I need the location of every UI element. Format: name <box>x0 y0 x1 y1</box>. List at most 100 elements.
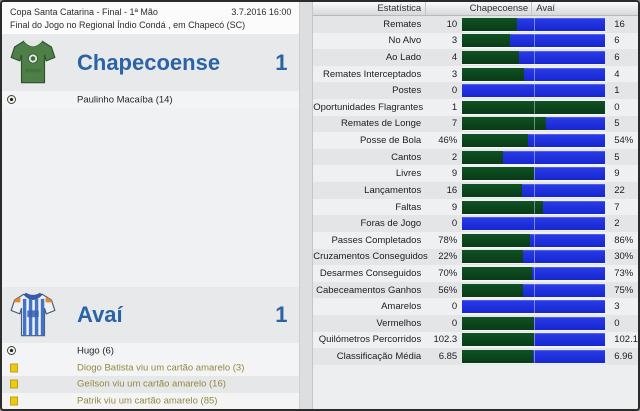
stat-bar-midline <box>533 100 535 114</box>
stat-bar-midline <box>533 84 535 98</box>
stat-away-value: 16 <box>614 18 625 30</box>
stat-home-value: 16 <box>446 184 458 196</box>
card-row: Patrik viu um cartão amarelo (85) <box>2 392 300 409</box>
card-text[interactable]: Diogo Batista viu um cartão amarelo (3) <box>77 362 245 374</box>
stat-row: Remates Interceptados 3 4 <box>313 65 638 83</box>
stat-home-value: 6.85 <box>438 350 458 362</box>
stat-row: Quilómetros Percorridos 102.3 102.1 <box>313 331 638 349</box>
stats-table-header: Estatística Chapecoense Avaí <box>313 2 638 16</box>
card-text[interactable]: Geílson viu um cartão amarelo (16) <box>77 378 226 390</box>
stat-bar <box>462 51 606 65</box>
stat-label: Posse de Bola <box>359 135 422 147</box>
yellow-card-icon <box>10 379 18 389</box>
stat-bar-midline <box>533 183 535 197</box>
stat-bar-home <box>462 67 524 81</box>
stat-away-value: 2 <box>614 218 620 230</box>
stat-label: Vermelhos <box>376 317 422 329</box>
stat-away-value: 6.96 <box>614 350 633 362</box>
away-team-name[interactable]: Avaí <box>77 301 123 327</box>
home-scorer[interactable]: Paulinho Macaíba (14) <box>77 94 173 105</box>
stat-row: Cabeceamentos Ganhos 56% 75% <box>313 281 638 299</box>
stat-home-value: 7 <box>451 118 458 130</box>
stat-row: Remates de Longe 7 5 <box>313 115 638 133</box>
away-scorer[interactable]: Hugo (6) <box>77 345 114 357</box>
card-text[interactable]: Patrik viu um cartão amarelo (85) <box>77 395 218 407</box>
stat-bar-home <box>462 250 523 264</box>
stat-bar-midline <box>533 250 535 264</box>
stat-bar-home <box>462 150 504 164</box>
stat-row: Cruzamentos Conseguidos 22% 30% <box>313 248 638 266</box>
stat-home-value: 102.3 <box>433 334 458 346</box>
away-team-score: 1 <box>275 301 288 327</box>
stat-bar-midline <box>533 349 535 363</box>
stat-bar <box>462 17 606 31</box>
panel-divider <box>299 2 314 409</box>
stat-bar <box>462 233 606 247</box>
stat-away-value: 30% <box>614 251 634 263</box>
stat-label: Remates Interceptados <box>322 68 422 80</box>
stat-label: Remates <box>383 18 422 30</box>
stat-bar <box>462 349 606 363</box>
stat-home-value: 56% <box>438 284 458 296</box>
home-shirt-icon <box>10 37 56 92</box>
stat-bar-midline <box>533 51 535 65</box>
yellow-card-icon <box>10 396 18 406</box>
stat-bar-midline <box>533 300 535 314</box>
match-status-line: Final do Jogo no Regional Índio Condá , … <box>10 20 246 30</box>
stat-bar-midline <box>533 117 535 131</box>
stat-home-value: 46% <box>438 135 458 147</box>
stat-row: Vermelhos 0 0 <box>313 314 638 332</box>
stat-row: Posse de Bola 46% 54% <box>313 132 638 149</box>
stat-bar <box>462 134 606 148</box>
stat-label: Desarmes Conseguidos <box>319 267 422 279</box>
stat-away-value: 5 <box>614 151 620 163</box>
stat-home-value: 3 <box>451 35 458 47</box>
stats-rows: Remates 10 16 No Alvo 3 6 Ao Lado 4 6 Re… <box>313 16 638 365</box>
stat-bar <box>462 250 606 264</box>
stat-label: Livres <box>395 168 422 180</box>
stat-row: Livres 9 9 <box>313 165 638 183</box>
card-row: Geílson viu um cartão amarelo (16) <box>2 376 300 393</box>
stat-bar-home <box>462 134 528 148</box>
stat-away-value: 4 <box>614 68 620 80</box>
stat-label: Ao Lado <box>385 52 422 64</box>
stat-bar <box>462 67 606 81</box>
stat-home-value: 4 <box>451 52 458 64</box>
away-goal-row: Hugo (6) <box>2 342 300 360</box>
stat-home-value: 70% <box>438 267 458 279</box>
stat-bar-home <box>462 117 546 131</box>
stats-header-home: Chapecoense <box>425 2 531 15</box>
stat-row: Ao Lado 4 6 <box>313 49 638 66</box>
home-team-score: 1 <box>275 49 288 75</box>
stat-bar <box>462 316 606 330</box>
stat-away-value: 73% <box>614 267 634 279</box>
stat-home-value: 22% <box>438 251 458 263</box>
stat-label: Postes <box>392 85 422 97</box>
stat-bar-home <box>462 183 523 197</box>
stat-bar-home <box>462 51 520 65</box>
stat-home-value: 2 <box>451 151 458 163</box>
home-team-block: Chapecoense 1 <box>2 34 300 92</box>
stat-away-value: 6 <box>614 35 620 47</box>
football-icon <box>7 91 16 109</box>
stat-label: Amarelos <box>381 301 422 313</box>
stat-label: Lançamentos <box>364 184 422 196</box>
yellow-card-icon <box>10 363 18 373</box>
stat-away-value: 7 <box>614 201 620 213</box>
away-shirt-icon <box>10 290 56 345</box>
home-team-name[interactable]: Chapecoense <box>77 49 221 75</box>
stat-bar-home <box>462 316 534 330</box>
stat-bar <box>462 283 606 297</box>
stat-bar-home <box>462 283 524 297</box>
stat-away-value: 6 <box>614 52 620 64</box>
stat-bar-home <box>462 167 534 181</box>
stat-home-value: 9 <box>451 201 458 213</box>
football-icon <box>7 342 16 360</box>
stat-away-value: 54% <box>614 135 634 147</box>
stat-bar <box>462 266 606 280</box>
stat-bar-home <box>462 233 531 247</box>
stat-away-value: 3 <box>614 301 620 313</box>
stat-bar <box>462 150 606 164</box>
stat-home-value: 78% <box>438 234 458 246</box>
